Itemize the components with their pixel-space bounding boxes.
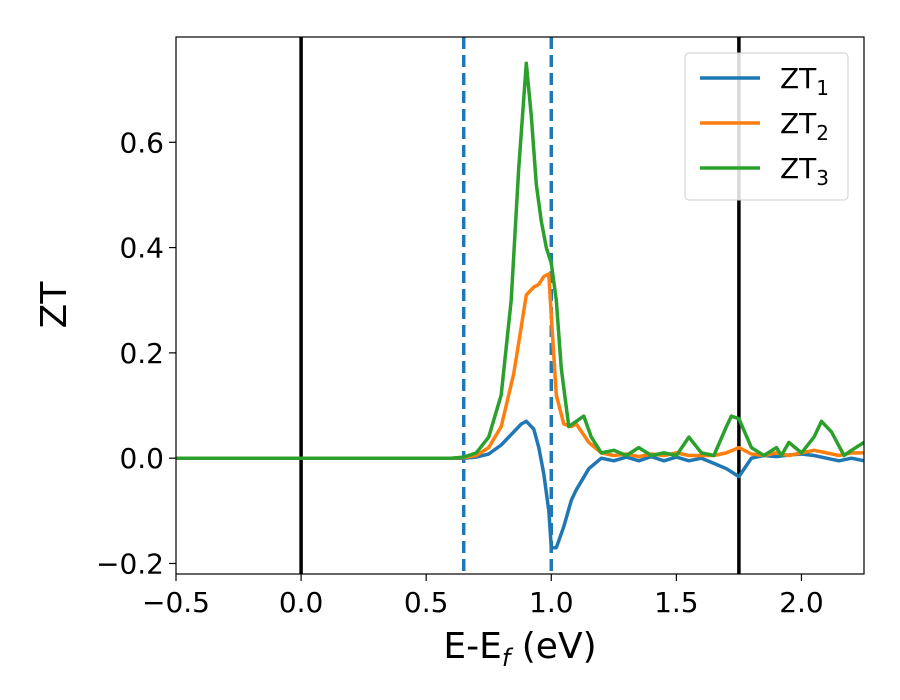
y-tick-label: 0.4 xyxy=(119,232,164,265)
x-axis-label-main: E-E xyxy=(443,626,501,667)
x-axis: −0.5 0.0 0.5 1.0 1.5 2.0 xyxy=(142,574,824,619)
y-tick-label: 0.0 xyxy=(119,442,164,475)
legend-label-3: ZT3 xyxy=(780,152,829,190)
plot-area-frame xyxy=(175,36,865,575)
legend-label-2: ZT2 xyxy=(780,107,829,145)
y-tick-label: 0.2 xyxy=(119,337,164,370)
legend-label-1: ZT1 xyxy=(780,62,829,100)
x-tick-label: 0.5 xyxy=(404,586,449,619)
y-tick-label: 0.6 xyxy=(119,126,164,159)
series-layer xyxy=(176,61,864,550)
y-axis-label: ZT xyxy=(34,281,75,329)
series-line-3 xyxy=(176,61,864,460)
x-tick-label: 2.0 xyxy=(779,586,824,619)
x-tick-label: 1.0 xyxy=(529,586,574,619)
x-axis-label-unit: (eV) xyxy=(510,626,596,667)
legend-box xyxy=(684,52,849,201)
x-tick-label: 0.0 xyxy=(279,586,324,619)
x-tick-label: −0.5 xyxy=(142,586,210,619)
y-axis: −0.2 0.0 0.2 0.4 0.6 xyxy=(96,126,176,580)
legend: ZT1 ZT2 ZT3 xyxy=(684,52,849,201)
x-axis-label: E-Ef (eV) xyxy=(443,626,596,672)
y-tick-label: −0.2 xyxy=(96,547,164,580)
x-tick-label: 1.5 xyxy=(654,586,699,619)
